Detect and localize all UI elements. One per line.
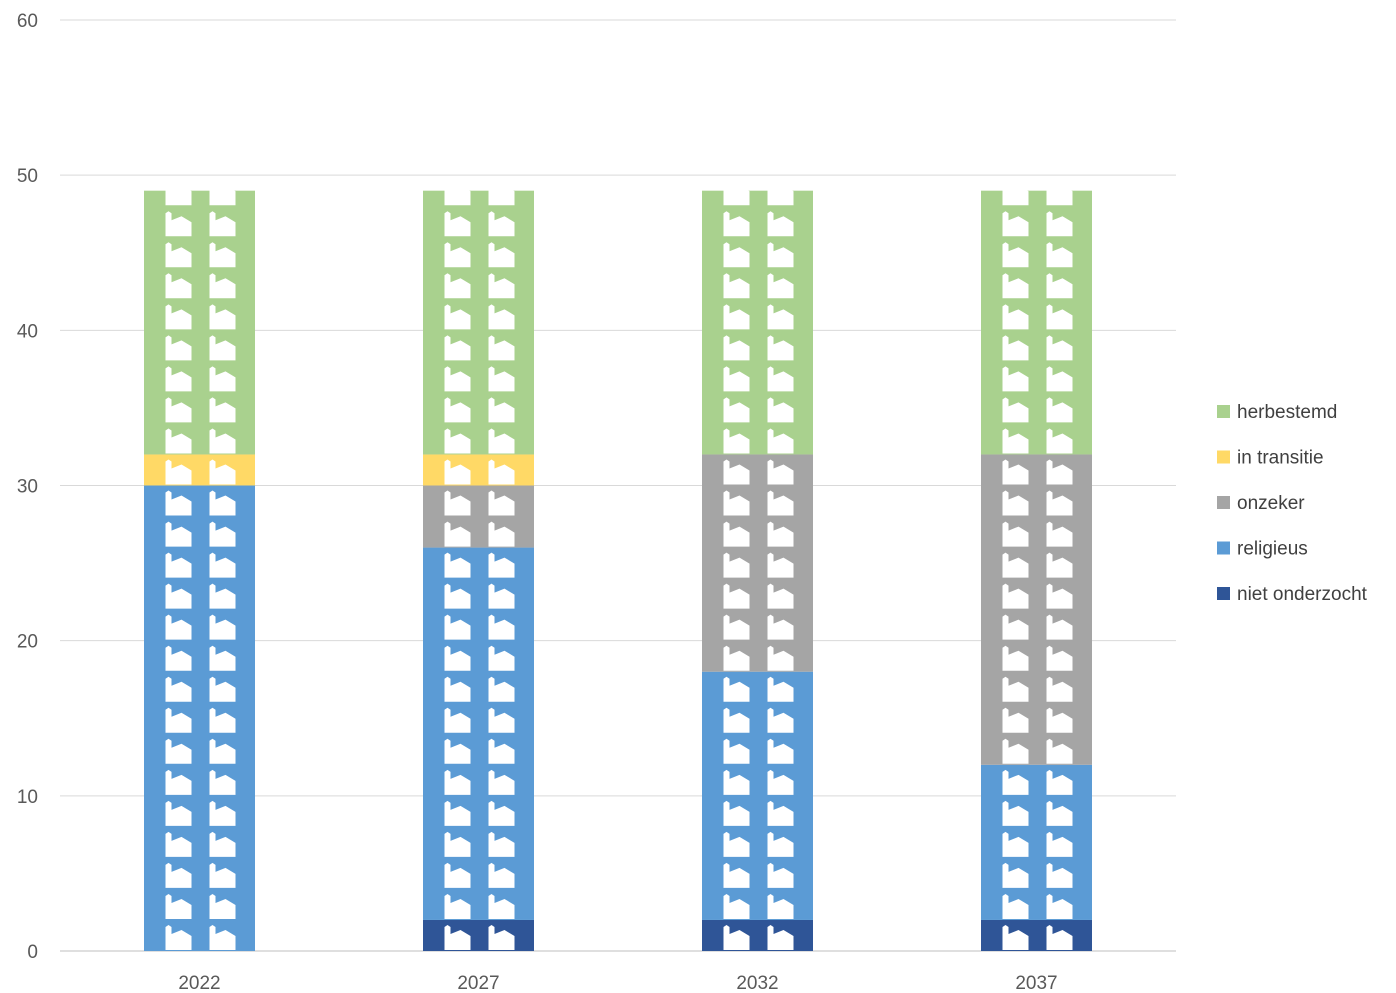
legend-label: niet onderzocht [1237, 584, 1368, 605]
church-icon [444, 180, 471, 206]
bar-segment-herbestemd [144, 190, 255, 455]
bar-segment-niet-onderzocht [423, 919, 534, 951]
x-tick-label: 2037 [1015, 973, 1057, 993]
bar-segment-in-transitie [144, 454, 255, 486]
bar-segment-herbestemd [423, 190, 534, 455]
bar-segment-onzeker [702, 454, 813, 672]
legend: herbestemd in transitie onzeker religieus ni… [1217, 402, 1368, 605]
y-tick-label: 40 [17, 321, 38, 342]
church-icon [488, 180, 515, 206]
y-tick-label: 60 [17, 11, 38, 32]
legend-swatch [1217, 496, 1230, 509]
bar-segment-herbestemd [981, 190, 1092, 455]
bar-segment-herbestemd [702, 190, 813, 455]
bar-segment-niet-onderzocht [702, 919, 813, 951]
legend-label: onzeker [1237, 493, 1305, 514]
x-axis-ticks: 2022 2027 2032 2037 [178, 973, 1057, 993]
legend-label: herbestemd [1237, 402, 1337, 423]
legend-swatch [1217, 450, 1230, 464]
x-tick-label: 2032 [736, 973, 778, 993]
y-axis-ticks: 0 10 20 30 40 50 60 [17, 11, 38, 963]
bar-segment-religieus [702, 671, 813, 920]
y-tick-label: 50 [17, 166, 38, 187]
church-icon [209, 180, 236, 206]
y-tick-label: 0 [27, 942, 38, 963]
bar-segment-religieus [981, 764, 1092, 920]
legend-swatch [1217, 587, 1230, 600]
legend-label: religieus [1237, 539, 1308, 560]
bar-segment-onzeker [981, 454, 1092, 765]
legend-swatch [1217, 405, 1230, 418]
bar-segment-niet-onderzocht [981, 919, 1092, 951]
x-tick-label: 2027 [457, 973, 499, 993]
y-tick-label: 10 [17, 787, 38, 808]
bar-segment-religieus [144, 485, 255, 951]
church-icon [767, 180, 794, 206]
church-icon [165, 180, 192, 206]
church-icon [1046, 180, 1073, 206]
legend-label: in transitie [1237, 448, 1324, 469]
church-icon [723, 180, 750, 206]
church-icon [1002, 180, 1029, 206]
bar-segment-religieus [423, 547, 534, 920]
legend-swatch [1217, 541, 1230, 555]
y-tick-label: 20 [17, 632, 38, 653]
x-tick-label: 2022 [178, 973, 220, 993]
bar-segment-in-transitie [423, 454, 534, 486]
y-tick-label: 30 [17, 477, 38, 498]
bars [144, 180, 1092, 951]
bar-segment-onzeker [423, 485, 534, 548]
